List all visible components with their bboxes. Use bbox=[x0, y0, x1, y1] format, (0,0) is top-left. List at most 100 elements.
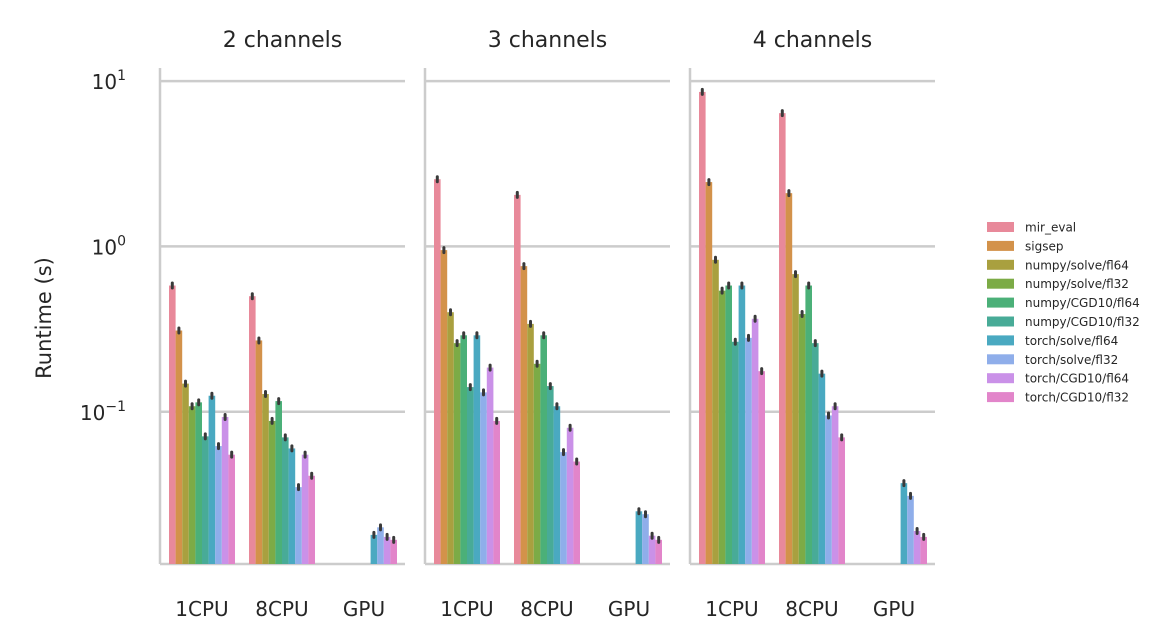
bar bbox=[920, 536, 927, 564]
bar bbox=[447, 312, 454, 564]
bar bbox=[725, 285, 732, 564]
bar bbox=[175, 330, 183, 564]
bar bbox=[540, 335, 547, 564]
legend-swatch bbox=[987, 316, 1014, 327]
bar bbox=[705, 182, 713, 564]
x-tick-label: GPU bbox=[873, 597, 915, 621]
bar bbox=[460, 335, 467, 564]
bar bbox=[560, 452, 567, 564]
bar bbox=[228, 454, 235, 564]
x-tick-label: 8CPU bbox=[255, 597, 308, 621]
bar bbox=[573, 461, 580, 564]
bar bbox=[779, 113, 786, 565]
bar bbox=[262, 394, 269, 564]
x-tick-label: 8CPU bbox=[785, 597, 838, 621]
legend-swatch bbox=[987, 354, 1014, 365]
panel-2: 3 channels 1CPU 8CPU GPU bbox=[423, 28, 670, 621]
panel-title: 2 channels bbox=[223, 28, 343, 53]
bar bbox=[566, 427, 574, 564]
bar bbox=[642, 514, 649, 564]
bar bbox=[453, 343, 461, 564]
legend-swatch bbox=[987, 297, 1014, 308]
bar bbox=[195, 402, 202, 564]
bar bbox=[831, 406, 839, 564]
bar bbox=[215, 446, 222, 564]
bar bbox=[699, 91, 706, 564]
bar bbox=[792, 274, 799, 564]
bar bbox=[745, 337, 752, 564]
x-tick-label: 8CPU bbox=[520, 597, 573, 621]
bar bbox=[440, 250, 448, 564]
bar bbox=[913, 531, 921, 564]
bar bbox=[527, 323, 534, 564]
legend-swatch bbox=[987, 392, 1014, 403]
bar bbox=[268, 420, 276, 564]
legend-label: torch/CGD10/fl64 bbox=[1025, 372, 1129, 386]
bar bbox=[547, 386, 554, 564]
bar bbox=[275, 401, 282, 564]
bar bbox=[732, 341, 739, 564]
bar bbox=[202, 436, 209, 564]
bar bbox=[712, 259, 719, 564]
bar bbox=[249, 296, 256, 564]
legend-label: torch/CGD10/fl32 bbox=[1025, 391, 1129, 405]
bar bbox=[295, 487, 302, 564]
bar bbox=[520, 266, 528, 564]
bar bbox=[370, 534, 378, 564]
legend-label: mir_eval bbox=[1025, 221, 1076, 235]
panels-layer: 2 channels 1CPU 8CPU GPU 10−1 100 101 3 channel… bbox=[80, 28, 935, 621]
y-axis-label: Runtime (s) bbox=[32, 257, 56, 379]
bar bbox=[473, 335, 481, 564]
legend-label: numpy/CGD10/fl32 bbox=[1025, 315, 1140, 329]
legend-swatch bbox=[987, 335, 1014, 346]
bar bbox=[798, 314, 806, 564]
bar bbox=[648, 535, 656, 564]
bar bbox=[255, 340, 263, 564]
legend-label: numpy/solve/fl64 bbox=[1025, 258, 1129, 272]
x-tick-label: GPU bbox=[608, 597, 650, 621]
bar bbox=[188, 406, 196, 564]
bar bbox=[553, 406, 561, 564]
legend-swatch bbox=[987, 278, 1014, 289]
bar bbox=[434, 179, 441, 564]
legend-label: numpy/CGD10/fl64 bbox=[1025, 296, 1140, 310]
bar bbox=[655, 539, 662, 564]
bar bbox=[533, 363, 541, 564]
bar bbox=[288, 448, 296, 564]
legend-label: sigsep bbox=[1025, 239, 1063, 253]
legend-swatch bbox=[987, 222, 1014, 232]
bar bbox=[301, 454, 309, 564]
y-tick-label: 100 bbox=[92, 233, 126, 259]
bar bbox=[825, 415, 832, 564]
bar bbox=[758, 371, 765, 564]
x-tick-label: 1CPU bbox=[705, 597, 758, 621]
panel-3: 4 channels 1CPU 8CPU GPU bbox=[688, 28, 935, 621]
bar bbox=[169, 285, 176, 564]
x-tick-label: GPU bbox=[343, 597, 385, 621]
panel-title: 3 channels bbox=[488, 28, 608, 53]
bar bbox=[838, 437, 845, 564]
panel-title: 4 channels bbox=[753, 28, 873, 53]
bar bbox=[390, 539, 397, 564]
bar bbox=[282, 437, 289, 564]
legend-label: torch/solve/fl32 bbox=[1025, 353, 1118, 367]
bar bbox=[221, 416, 229, 564]
y-tick-label: 10−1 bbox=[80, 399, 126, 425]
bar bbox=[785, 193, 793, 564]
legend-swatch bbox=[987, 373, 1014, 384]
y-tick-label: 101 bbox=[92, 68, 126, 94]
bar bbox=[377, 527, 384, 564]
legend-label: numpy/solve/fl32 bbox=[1025, 277, 1129, 291]
legend-label: torch/solve/fl64 bbox=[1025, 334, 1118, 348]
bar bbox=[900, 483, 908, 564]
legend-swatch bbox=[987, 259, 1014, 270]
bar bbox=[308, 475, 315, 564]
x-tick-label: 1CPU bbox=[175, 597, 228, 621]
bar bbox=[480, 392, 487, 564]
bar bbox=[751, 318, 759, 564]
bar bbox=[805, 285, 812, 564]
bar bbox=[738, 285, 746, 564]
x-tick-label: 1CPU bbox=[440, 597, 493, 621]
